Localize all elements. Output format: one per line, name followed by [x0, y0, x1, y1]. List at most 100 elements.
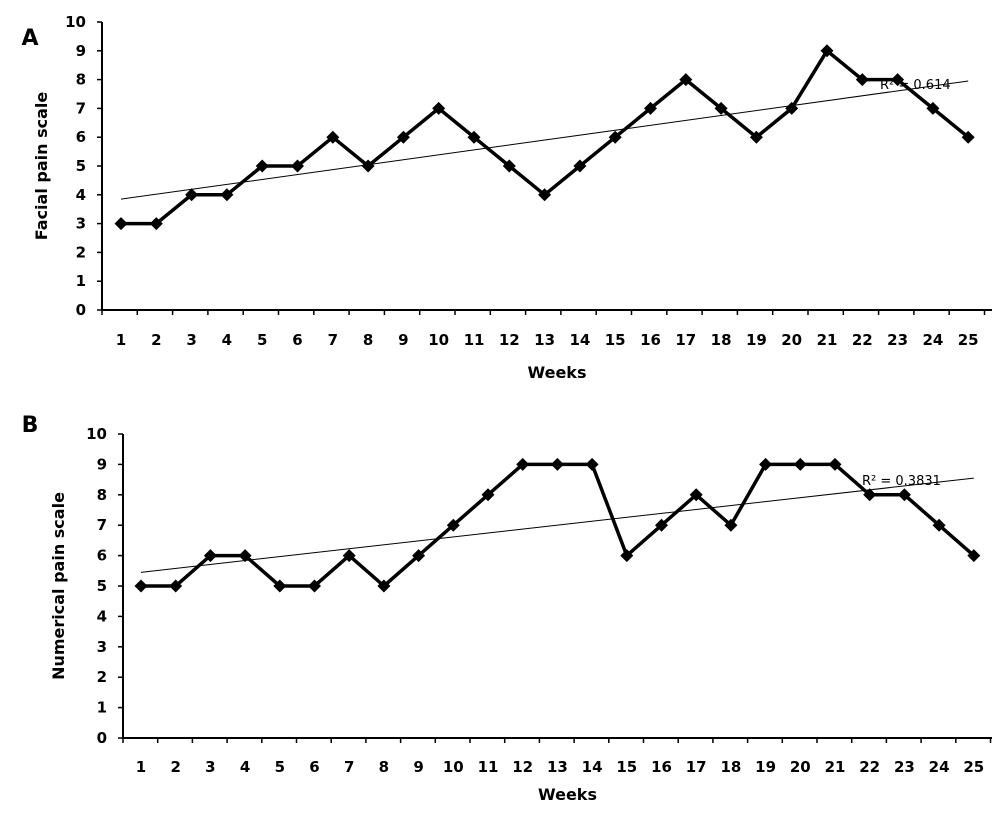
y-tick-label: 2: [76, 243, 86, 261]
data-point-marker: [220, 188, 234, 202]
x-tick-label: 3: [205, 758, 215, 776]
r-squared-label: R² = 0.3831: [862, 474, 941, 489]
x-tick-label: 8: [379, 758, 389, 776]
data-point-marker: [412, 549, 426, 563]
y-tick-label: 9: [76, 42, 86, 60]
x-tick-label: 23: [894, 758, 915, 776]
x-tick-label: 14: [569, 331, 590, 349]
x-tick-label: 4: [222, 331, 232, 349]
data-point-marker: [255, 159, 269, 173]
x-axis-title: Weeks: [538, 785, 597, 804]
data-point-marker: [793, 457, 807, 471]
y-tick-label: 3: [76, 215, 86, 233]
x-tick-label: 23: [887, 331, 908, 349]
data-point-marker: [828, 457, 842, 471]
x-tick-label: 11: [478, 758, 499, 776]
data-point-marker: [446, 518, 460, 532]
x-axis-title: Weeks: [528, 363, 587, 382]
data-point-marker: [820, 44, 834, 58]
x-tick-label: 15: [616, 758, 637, 776]
x-tick-label: 24: [929, 758, 950, 776]
data-point-marker: [573, 159, 587, 173]
y-tick-label: 1: [97, 699, 107, 717]
x-tick-label: 3: [186, 331, 196, 349]
x-tick-label: 7: [328, 331, 338, 349]
data-point-marker: [516, 457, 530, 471]
data-point-marker: [932, 518, 946, 532]
data-point-marker: [185, 188, 199, 202]
data-point-marker: [308, 579, 321, 593]
x-tick-label: 5: [257, 331, 267, 349]
x-tick-label: 18: [720, 758, 741, 776]
data-point-marker: [238, 549, 252, 563]
y-tick-label: 8: [97, 486, 107, 504]
y-tick-label: 4: [97, 607, 107, 625]
data-point-marker: [432, 101, 446, 115]
x-tick-label: 16: [651, 758, 672, 776]
x-tick-label: 13: [534, 331, 555, 349]
x-tick-label: 21: [817, 331, 838, 349]
y-axis-title: Facial pain scale: [32, 92, 51, 241]
data-point-marker: [361, 159, 375, 173]
x-tick-label: 15: [605, 331, 626, 349]
x-tick-label: 12: [499, 331, 520, 349]
x-tick-label: 14: [582, 758, 603, 776]
x-tick-label: 2: [170, 758, 180, 776]
panel-label: A: [21, 26, 38, 51]
x-tick-label: 24: [922, 331, 943, 349]
data-point-marker: [620, 549, 634, 563]
trendline: [120, 80, 969, 200]
y-tick-label: 0: [76, 301, 86, 319]
trendline: [140, 477, 974, 573]
data-point-marker: [396, 130, 410, 144]
r-squared-label: R² = 0.614: [880, 78, 951, 93]
data-point-marker: [377, 579, 391, 593]
y-tick-label: 7: [97, 516, 107, 534]
y-tick-label: 5: [76, 157, 86, 175]
x-tick-label: 18: [711, 331, 732, 349]
data-point-marker: [724, 518, 738, 532]
data-point-marker: [749, 130, 763, 144]
data-point-marker: [273, 579, 287, 593]
data-point-marker: [679, 73, 693, 87]
data-point-marker: [644, 101, 657, 115]
data-point-marker: [114, 217, 128, 231]
x-tick-label: 8: [363, 331, 373, 349]
data-point-marker: [149, 217, 163, 231]
x-tick-label: 5: [275, 758, 285, 776]
data-point-marker: [897, 488, 911, 502]
x-tick-label: 22: [852, 331, 873, 349]
x-tick-label: 19: [746, 331, 767, 349]
y-axis-title: Numerical pain scale: [49, 492, 68, 680]
data-point-marker: [203, 549, 217, 563]
y-tick-label: 2: [97, 668, 107, 686]
data-point-marker: [550, 457, 564, 471]
y-tick-label: 5: [97, 577, 107, 595]
y-tick-label: 10: [65, 13, 86, 31]
data-point-marker: [467, 130, 481, 144]
data-point-marker: [855, 73, 869, 87]
x-tick-label: 13: [547, 758, 568, 776]
y-tick-label: 8: [76, 71, 86, 89]
data-point-marker: [689, 488, 703, 502]
data-point-marker: [585, 457, 599, 471]
x-tick-label: 17: [686, 758, 707, 776]
data-point-marker: [863, 488, 877, 502]
x-tick-label: 4: [240, 758, 250, 776]
x-tick-label: 19: [755, 758, 776, 776]
y-tick-label: 6: [76, 128, 86, 146]
data-point-marker: [342, 549, 356, 563]
y-tick-label: 9: [97, 455, 107, 473]
data-point-marker: [714, 101, 728, 115]
x-tick-label: 6: [309, 758, 319, 776]
data-point-marker: [502, 159, 516, 173]
x-tick-label: 2: [151, 331, 161, 349]
data-point-marker: [926, 101, 940, 115]
y-tick-label: 1: [76, 272, 86, 290]
x-tick-label: 22: [859, 758, 880, 776]
x-tick-label: 6: [292, 331, 302, 349]
x-tick-label: 20: [790, 758, 811, 776]
data-point-marker: [655, 518, 668, 532]
data-point-marker: [961, 130, 975, 144]
